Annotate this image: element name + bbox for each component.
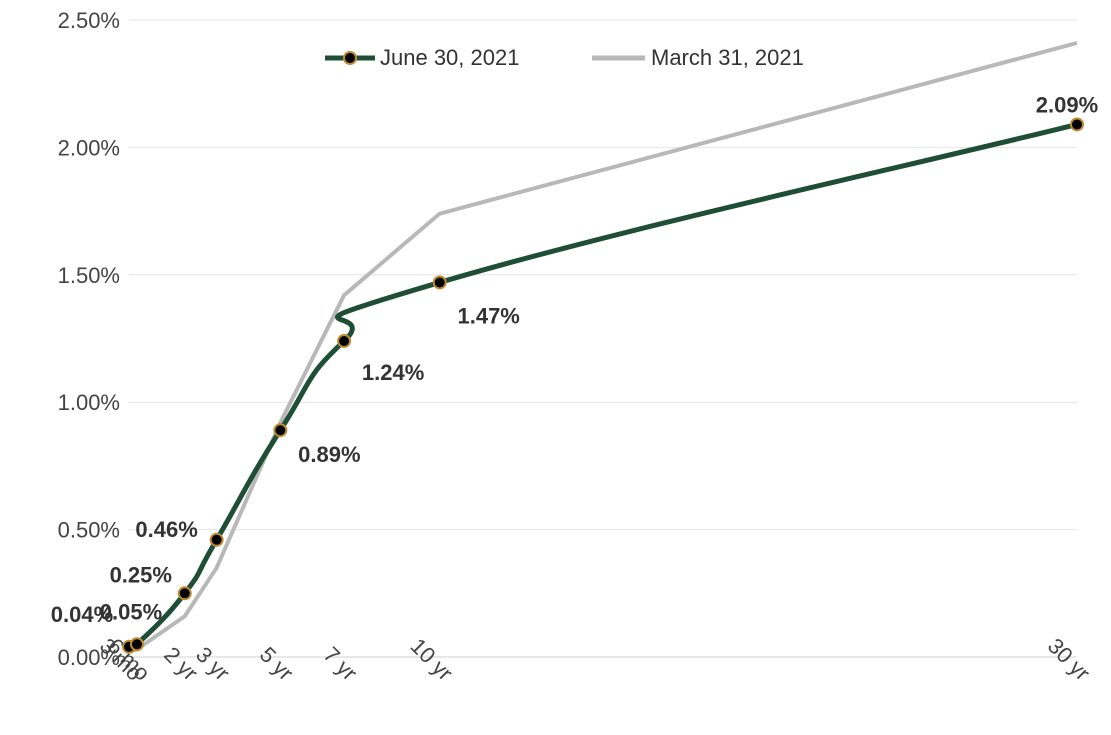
y-tick-label: 1.50%: [58, 263, 120, 288]
data-marker: [337, 334, 352, 349]
data-marker: [129, 637, 144, 652]
data-marker: [209, 532, 224, 547]
legend-label-june: June 30, 2021: [380, 45, 519, 70]
y-tick-label: 2.50%: [58, 8, 120, 33]
data-label: 2.09%: [1036, 92, 1098, 117]
y-tick-label: 1.00%: [58, 390, 120, 415]
series-lines: [126, 41, 1080, 654]
data-label: 0.46%: [135, 517, 197, 542]
y-tick-label: 0.00%: [58, 645, 120, 670]
x-axis-tick-labels: 3 mo6 mo 2 yr3 yr 5 yr 7 yr 10 yr 30 yr: [95, 633, 1095, 685]
x-tick-label: 3 yr: [191, 642, 235, 686]
data-labels: 0.04%0.05% 0.25% 0.46% 0.89% 1.24% 1.47% 2.09%: [51, 92, 1098, 626]
y-axis-tick-labels: 0.00% 0.50% 1.00% 1.50% 2.00% 2.50%: [58, 8, 120, 670]
data-marker: [273, 423, 288, 438]
data-label: 0.89%: [298, 442, 360, 467]
legend: June 30, 2021 March 31, 2021: [325, 45, 804, 70]
data-label: 0.25%: [110, 562, 172, 587]
series-line-june: [126, 121, 1080, 654]
y-tick-label: 2.00%: [58, 135, 120, 160]
legend-label-march: March 31, 2021: [651, 45, 804, 70]
series-line-march: [128, 41, 1078, 654]
x-tick-label: 10 yr: [406, 633, 458, 685]
y-tick-label: 0.50%: [58, 518, 120, 543]
data-marker: [432, 275, 447, 290]
gridlines: [129, 19, 1077, 658]
data-label: 0.04%: [51, 602, 113, 627]
x-tick-label: 7 yr: [319, 642, 363, 686]
x-tick-label: 5 yr: [255, 642, 299, 686]
data-marker: [1070, 117, 1084, 132]
data-label: 1.47%: [457, 303, 519, 328]
data-label: 1.24%: [362, 360, 424, 385]
legend-marker-june: [343, 51, 357, 65]
x-tick-label: 30 yr: [1043, 633, 1095, 685]
data-label: 0.05%: [100, 599, 162, 624]
data-marker: [177, 586, 192, 601]
data-markers: [122, 117, 1084, 654]
